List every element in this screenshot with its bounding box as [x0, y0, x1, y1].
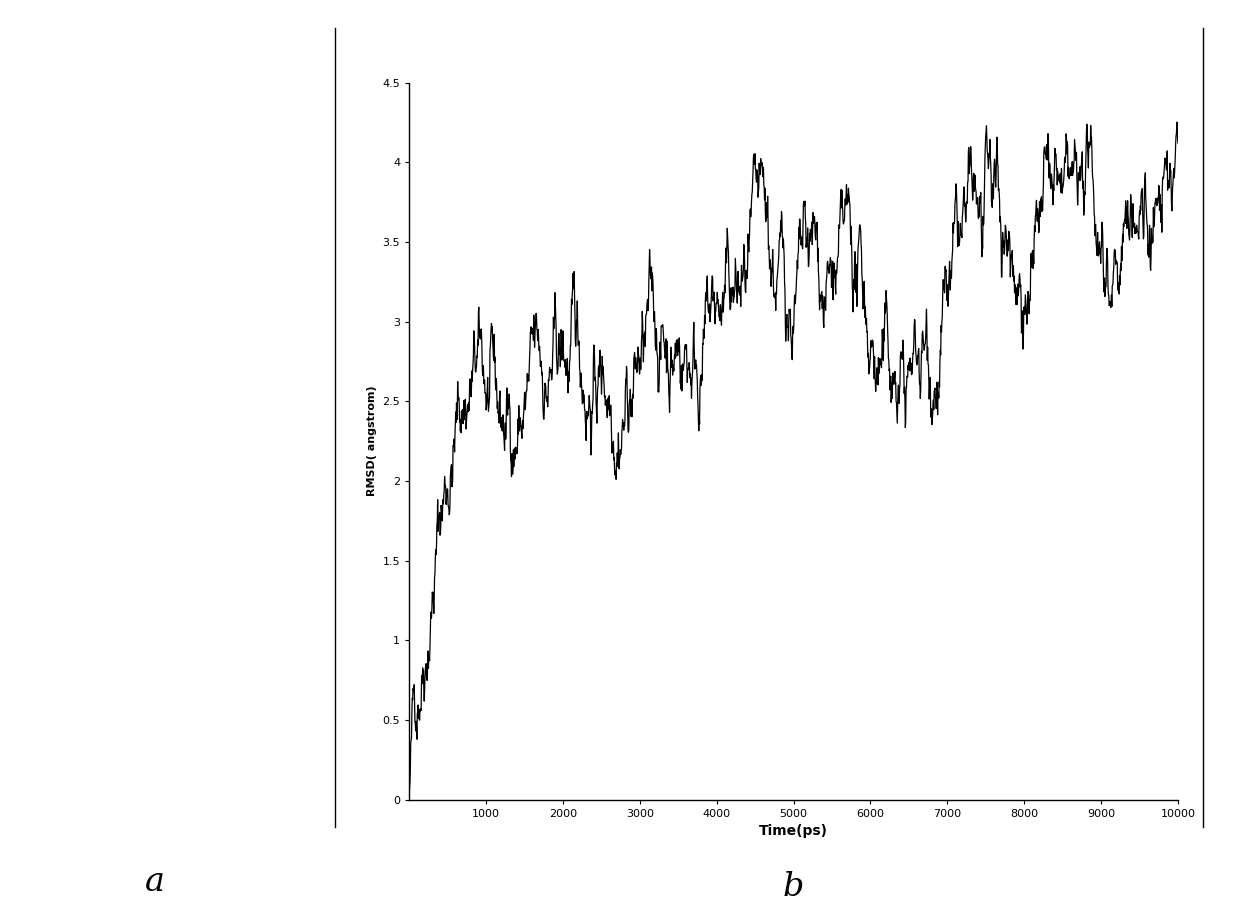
Y-axis label: RMSD( angstrom): RMSD( angstrom): [367, 386, 377, 496]
Text: a: a: [145, 867, 165, 898]
X-axis label: Time(ps): Time(ps): [759, 824, 828, 838]
Text: b: b: [782, 871, 805, 903]
